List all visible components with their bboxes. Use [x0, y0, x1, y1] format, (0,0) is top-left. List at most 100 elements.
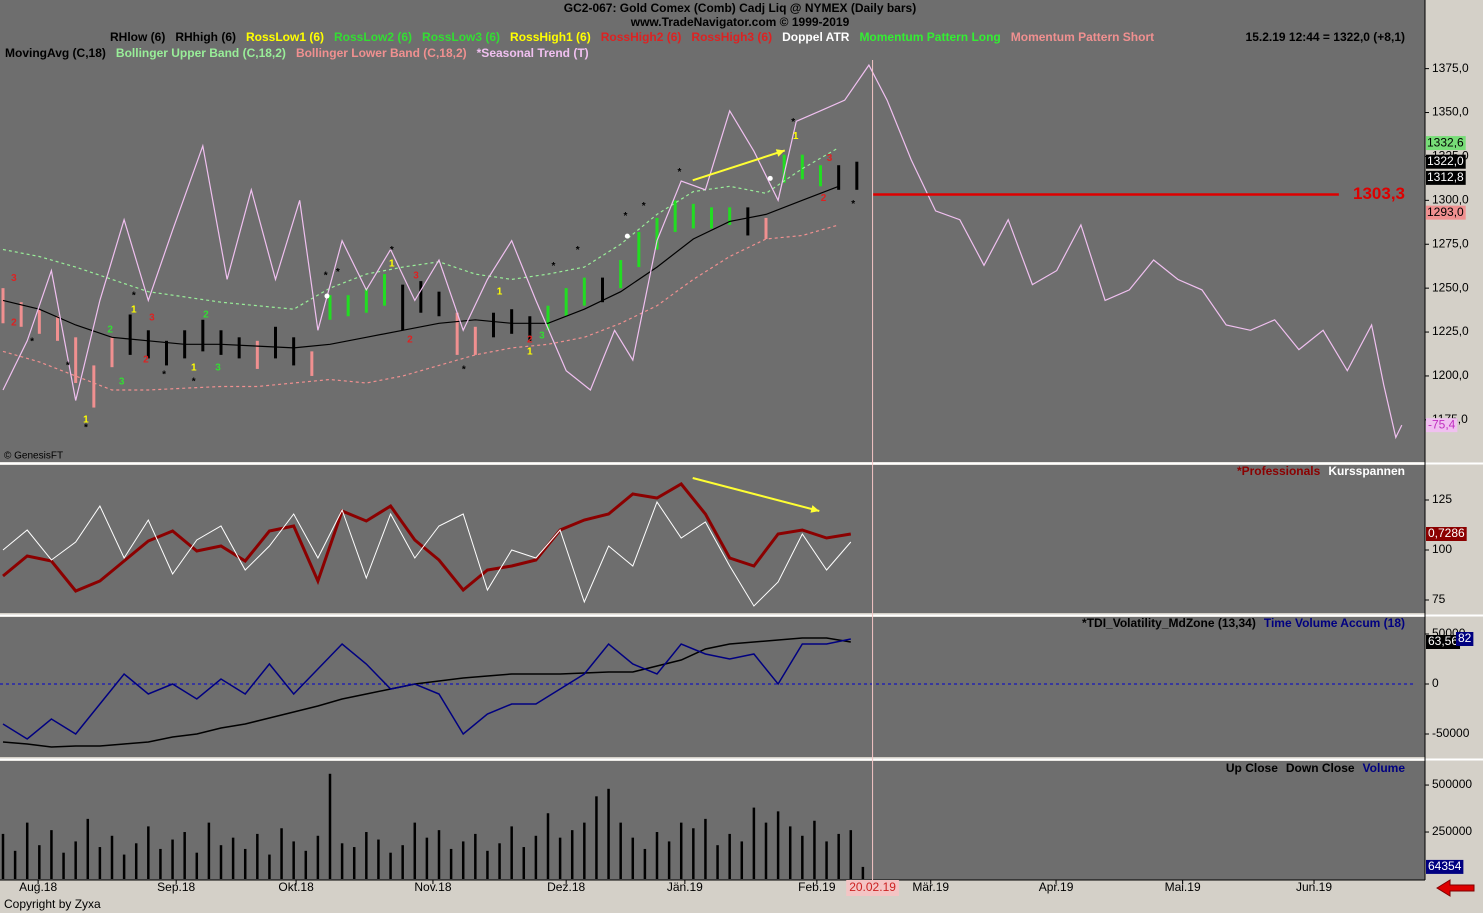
volume-bar	[631, 837, 635, 879]
price-bar	[510, 309, 514, 334]
legend-entry: RossLow3 (6)	[422, 30, 500, 44]
price-bar	[255, 340, 259, 369]
end-label-box	[1426, 859, 1464, 874]
y-tick-label: 1250,0	[1432, 280, 1469, 294]
legend-entry: RossHigh3 (6)	[691, 30, 772, 44]
end-label: 64354	[1428, 859, 1462, 873]
volume-bar	[643, 848, 647, 879]
pattern-label: 2	[11, 318, 17, 329]
price-bar	[401, 284, 405, 331]
price-bar	[419, 281, 423, 313]
series-line	[2, 482, 852, 593]
legend-entry: RHlow (6)	[110, 30, 165, 44]
arrow-head	[810, 505, 820, 513]
price-bar	[201, 319, 205, 352]
pattern-label: 1	[497, 287, 503, 298]
pattern-label: *	[624, 211, 628, 222]
price-bar	[383, 274, 386, 306]
legend-entry: Bollinger Lower Band (C,18,2)	[296, 46, 467, 60]
scroll-arrow[interactable]	[1436, 879, 1475, 897]
y-tick-label: 75	[1432, 592, 1446, 606]
volume-bar	[413, 822, 417, 879]
price-bar	[691, 203, 695, 229]
legend-entry: Momentum Pattern Long	[859, 30, 1000, 44]
volume-bar	[304, 850, 308, 879]
volume-bar	[752, 807, 756, 879]
pattern-label: 2	[407, 335, 413, 346]
volume-bar	[425, 837, 429, 879]
y-tick-label: 100	[1432, 542, 1452, 556]
legend-entry: Doppel ATR	[782, 30, 850, 44]
price-bar	[473, 326, 477, 355]
volume-bar	[825, 841, 828, 879]
volume-bar	[352, 847, 356, 879]
price-bar	[528, 316, 532, 341]
volume-bar	[449, 848, 453, 879]
pattern-label: *	[642, 201, 646, 212]
x-tick-label: Jun.19	[1296, 880, 1332, 894]
pattern-label: 2	[527, 335, 533, 346]
price-bar	[655, 217, 659, 250]
end-label-box	[1426, 527, 1467, 541]
price-bar	[800, 154, 804, 180]
volatility-panel	[0, 617, 1425, 757]
volume-bar	[776, 811, 780, 879]
volume-bar	[231, 837, 235, 879]
copyright: Copyright by Zyxa	[4, 897, 101, 911]
source: www.TradeNavigator.com © 1999-2019	[630, 15, 850, 29]
price-bar	[710, 207, 713, 229]
pattern-label: 2	[107, 325, 113, 336]
y-tick-label: 125	[1432, 492, 1452, 506]
end-label: -75,4	[1428, 417, 1456, 431]
volume-bar	[256, 833, 259, 879]
volume-bar	[861, 866, 865, 879]
pattern-label: *	[192, 377, 196, 388]
end-label-box	[1426, 418, 1458, 433]
legend-entry: Momentum Pattern Short	[1011, 30, 1154, 44]
pattern-label: *	[576, 245, 580, 256]
volume-bar	[570, 830, 574, 879]
volume-bar	[474, 833, 477, 879]
credit: © GenesisFT	[4, 451, 63, 462]
y-tick-label: 1275,0	[1432, 236, 1469, 250]
series-line	[2, 185, 839, 349]
price-bar	[837, 165, 841, 190]
pattern-label: 3	[119, 377, 125, 388]
pattern-label: *	[66, 361, 70, 372]
series-line	[2, 500, 852, 607]
volume-bar	[134, 843, 138, 879]
volume-bar	[328, 773, 332, 879]
pattern-label: *	[84, 422, 88, 433]
legend-entry: RossLow2 (6)	[334, 30, 412, 44]
x-tick-label: Jän.19	[667, 880, 703, 894]
price-bar	[146, 330, 150, 359]
volume-bar	[558, 837, 562, 879]
arrow-line	[692, 149, 786, 182]
x-tick-label: Feb.19	[798, 880, 836, 894]
level-label: 1303,3	[1353, 184, 1405, 203]
volume-bar	[788, 826, 792, 879]
cursor-label: 20.02.19	[849, 880, 896, 894]
pattern-label: *	[162, 370, 166, 381]
x-tick-label: Dez.18	[547, 880, 585, 894]
end-label: 0,7286	[1428, 526, 1465, 540]
volume-bar	[801, 835, 804, 879]
pattern-label: 3	[149, 313, 155, 324]
volume-bar	[243, 848, 247, 879]
volume-bar	[534, 835, 538, 879]
pattern-label: 2	[821, 193, 827, 204]
quote: 15.2.19 12:44 = 1322,0 (+8,1)	[1246, 30, 1405, 44]
legend-entry: Time Volume Accum (18)	[1264, 616, 1405, 630]
price-bar	[310, 351, 314, 376]
end-label-box	[1456, 632, 1474, 646]
pattern-label: 1	[527, 347, 533, 358]
volume-bar	[813, 820, 816, 879]
price-bar	[56, 316, 59, 341]
end-label: 63,56	[1428, 634, 1458, 648]
volume-bar	[38, 845, 41, 879]
price-marker-box	[1426, 154, 1466, 169]
legend-entry: Volume	[1363, 761, 1406, 775]
x-tick-label: Apr.19	[1039, 880, 1074, 894]
end-label-box	[1426, 635, 1461, 649]
